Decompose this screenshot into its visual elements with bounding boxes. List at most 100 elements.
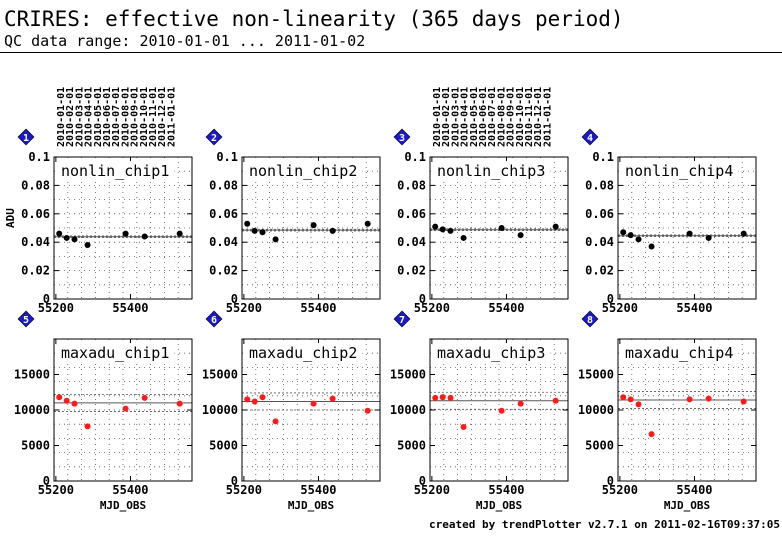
data-point [627,232,634,239]
data-point [364,407,371,414]
data-point [71,236,78,243]
x-tick-label: 55200 [414,301,450,315]
panel-badge-icon [393,128,411,146]
y-tick-label: 0.04 [21,235,50,249]
panel-badge-icon [581,310,599,328]
date-tick-label: 2010-06-01 [478,87,489,147]
data-point [310,400,317,407]
y-tick-label: 10000 [202,403,238,417]
panel-badge-icon [581,128,599,146]
data-point [686,396,693,403]
panel-title: maxadu_chip4 [625,344,733,362]
date-tick-label: 2010-03-01 [74,87,85,147]
y-tick-label: 5000 [397,439,426,453]
date-tick-label: 2010-11-01 [148,87,159,147]
data-point [686,230,693,237]
page-subtitle: QC data range: 2010-01-01 ... 2011-01-02 [4,32,366,50]
panel-badge-icon [17,310,35,328]
x-tick-label: 55200 [38,301,74,315]
panel-badge-number: 8 [587,315,593,326]
date-tick-label: 2010-06-01 [102,87,113,147]
y-tick-label: 0.04 [209,235,238,249]
y-tick-label: 0.02 [397,264,426,278]
date-tick-label: 2010-01-01 [432,87,443,147]
data-point [71,400,78,407]
panel-title: nonlin_chip1 [61,162,169,180]
data-point [627,396,634,403]
data-point [63,397,70,404]
y-tick-label: 5000 [585,439,614,453]
page-title: CRIRES: effective non-linearity (365 day… [4,7,624,31]
data-point [635,401,642,408]
x-tick-label: 55200 [38,483,74,497]
x-axis-label: MJD_OBS [476,499,522,512]
panel-title-box [246,161,363,182]
data-point [552,223,559,230]
x-tick-label: 55400 [300,301,336,315]
date-tick-label: 2010-02-01 [441,87,452,147]
panel-badge-icon [205,310,223,328]
data-point [705,395,712,402]
panel-title: maxadu_chip2 [249,344,357,362]
plot-frame [53,156,193,300]
panel-title-box [246,343,363,364]
y-tick-label: 10000 [578,403,614,417]
y-tick-label: 0.06 [209,207,238,221]
date-tick-label: 2010-05-01 [93,87,104,147]
x-tick-label: 55400 [488,301,524,315]
y-tick-label: 0 [43,474,50,488]
data-point [122,230,129,237]
data-point [84,242,91,249]
y-tick-label: 10000 [390,403,426,417]
panel-title-box [58,343,175,364]
data-point [620,229,627,236]
data-point [740,398,747,405]
data-point [432,394,439,401]
data-point [244,396,251,403]
data-point [84,423,91,430]
y-tick-label: 0.06 [585,207,614,221]
panel-badge-number: 5 [23,315,29,326]
data-point [460,234,467,241]
panel-title: nonlin_chip3 [437,162,545,180]
y-tick-label: 15000 [14,368,50,382]
y-tick-label: 5000 [209,439,238,453]
date-tick-label: 2010-10-01 [139,87,150,147]
date-tick-label: 2010-08-01 [496,87,507,147]
date-tick-label: 2010-09-01 [130,87,141,147]
y-tick-label: 0.08 [585,178,614,192]
data-point [447,394,454,401]
date-tick-label: 2010-12-01 [533,87,544,147]
data-point [460,424,467,431]
data-point [56,230,63,237]
y-tick-label: 0.08 [21,178,50,192]
y-tick-label: 15000 [390,368,426,382]
y-tick-label: 0.1 [28,150,50,164]
date-tick-label: 2010-04-01 [460,87,471,147]
y-tick-label: 0.06 [397,207,426,221]
x-tick-label: 55400 [676,301,712,315]
data-point [141,394,148,401]
plot-frame [241,156,381,300]
y-tick-label: 0.04 [397,235,426,249]
x-tick-label: 55400 [488,483,524,497]
date-tick-label: 2011-01-01 [542,87,553,147]
data-point [635,236,642,243]
y-tick-label: 0 [43,292,50,306]
data-point [141,233,148,240]
panel-badge-icon [205,128,223,146]
date-tick-label: 2010-07-01 [111,87,122,147]
data-point [272,418,279,425]
data-point [439,394,446,401]
panel-title: nonlin_chip4 [625,162,733,180]
data-point [552,397,559,404]
y-tick-label: 0 [231,474,238,488]
y-axis-label: ADU [4,208,17,228]
header-divider [0,52,782,53]
data-point [740,230,747,237]
date-tick-label: 2010-07-01 [487,87,498,147]
data-point [122,405,129,412]
data-point [244,220,251,227]
data-point [56,394,63,401]
